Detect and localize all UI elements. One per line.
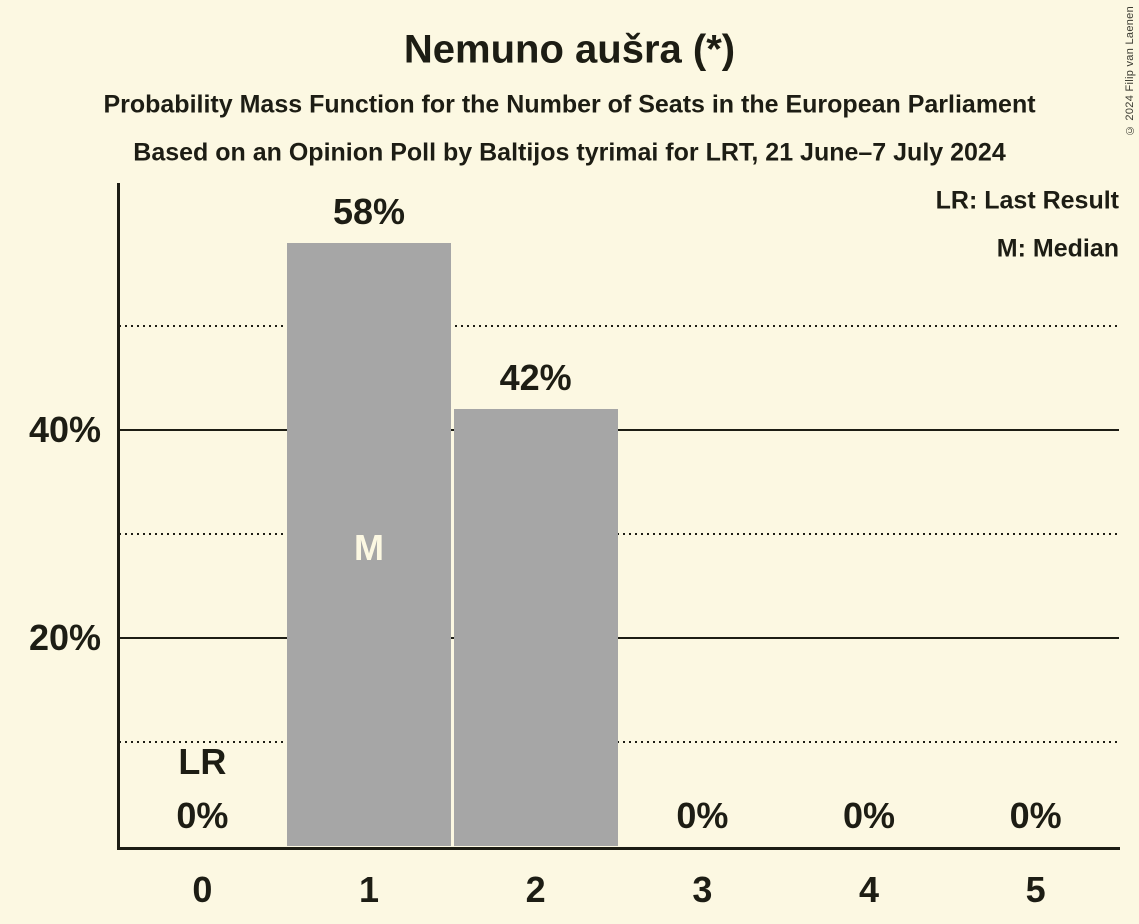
legend-last-result: LR: Last Result: [935, 186, 1119, 215]
gridline-major-40: [119, 429, 1119, 431]
poll-info: Based on an Opinion Poll by Baltijos tyr…: [133, 138, 1006, 167]
x-tick-label-2: 2: [525, 869, 546, 910]
gridline-major-20: [119, 637, 1119, 639]
x-tick-label-5: 5: [1025, 869, 1046, 910]
y-tick-label-40: 40%: [28, 409, 101, 450]
legend-median: M: Median: [996, 234, 1119, 263]
x-tick-label-1: 1: [358, 869, 380, 910]
y-tick-label-20: 20%: [28, 617, 101, 658]
chart-subtitle: Probability Mass Function for the Number…: [103, 90, 1036, 119]
bar-value-label-0: 0%: [176, 795, 229, 836]
bar-seats-2: [453, 409, 618, 846]
bar-value-label-5: 0%: [1009, 795, 1062, 836]
gridline-minor-30: [119, 533, 1119, 535]
bar-value-label-4: 0%: [842, 795, 896, 836]
x-axis-line: [117, 847, 1120, 850]
bar-seats-1: [287, 242, 451, 846]
gridline-minor-10: [119, 741, 1119, 743]
page-title: Nemuno aušra (*): [403, 27, 736, 72]
x-tick-label-4: 4: [858, 869, 880, 910]
bar-value-label-1: 58%: [332, 190, 406, 232]
last-result-marker: LR: [178, 741, 227, 782]
bar-value-label-3: 0%: [676, 795, 729, 836]
y-axis-line: [117, 183, 120, 850]
median-marker: M: [354, 527, 384, 568]
copyright-notice: © 2024 Filip van Laenen: [1124, 6, 1136, 137]
x-tick-label-0: 0: [192, 869, 213, 910]
bar-value-label-2: 42%: [499, 357, 572, 399]
x-tick-label-3: 3: [692, 869, 713, 910]
gridline-minor-50: [119, 325, 1119, 327]
